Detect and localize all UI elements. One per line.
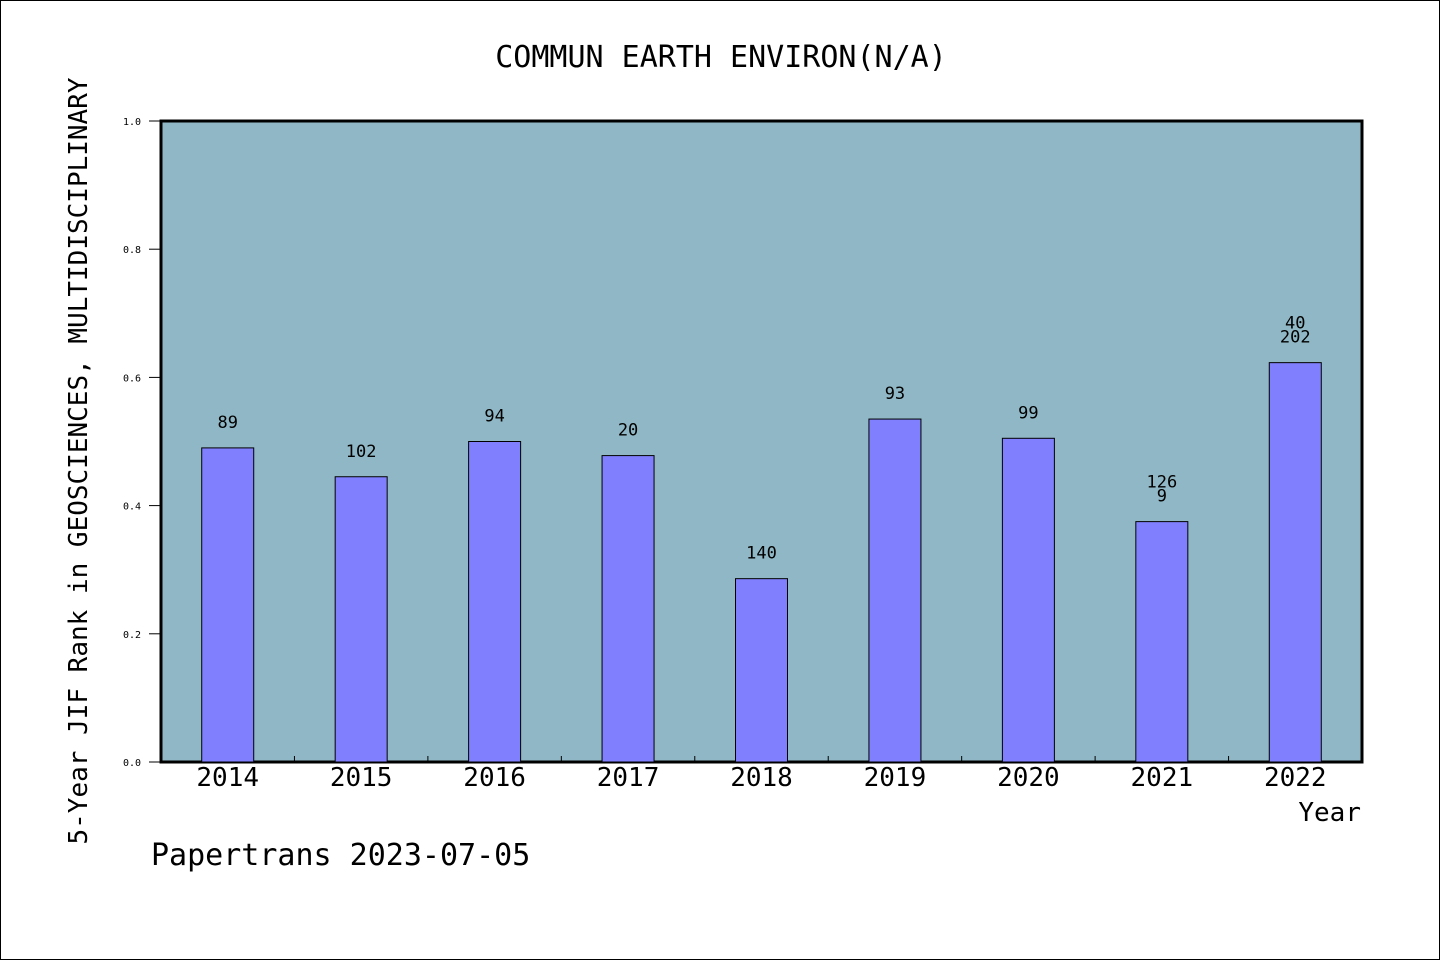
x-tick-label: 2021 bbox=[1131, 763, 1194, 793]
bar-value-label: 9 bbox=[1157, 487, 1167, 507]
y-tick-label: 0.8 bbox=[123, 245, 141, 256]
x-tick-label: 2019 bbox=[864, 763, 927, 793]
x-tick-label: 2014 bbox=[196, 763, 259, 793]
bar-value-label: 99 bbox=[1018, 403, 1038, 423]
bar bbox=[334, 476, 388, 763]
x-tick-label: 2016 bbox=[463, 763, 526, 793]
y-axis: 0.0 0.2 0.4 0.6 0.8 1.0 bbox=[123, 117, 161, 769]
bar-value-label: 94 bbox=[484, 407, 504, 427]
x-axis-label: Year bbox=[1298, 798, 1361, 828]
y-axis-label: 5-Year JIF Rank in GEOSCIENCES, MULTIDIS… bbox=[64, 77, 94, 844]
bar bbox=[868, 418, 922, 763]
y-tick-label: 0.4 bbox=[123, 502, 141, 513]
bars bbox=[201, 362, 1322, 763]
x-tick-label: 2017 bbox=[597, 763, 660, 793]
bar bbox=[735, 578, 788, 763]
x-tick-label: 2015 bbox=[330, 763, 393, 793]
bar bbox=[1268, 362, 1322, 763]
footer-text: Papertrans 2023-07-05 bbox=[151, 838, 530, 873]
bar-value-label: 89 bbox=[217, 413, 237, 433]
x-tick-label: 2020 bbox=[997, 763, 1060, 793]
y-tick-label: 0.6 bbox=[123, 373, 141, 384]
x-axis: 2014 2015 2016 2017 2018 2019 2020 2021 2022 bbox=[196, 756, 1327, 793]
bar-value-label: 140 bbox=[746, 544, 777, 564]
x-tick-label: 2022 bbox=[1264, 763, 1327, 793]
bar bbox=[201, 447, 255, 763]
y-tick-label: 0.0 bbox=[123, 758, 141, 769]
y-tick-label: 0.2 bbox=[123, 630, 141, 641]
bar-value-label: 20 bbox=[618, 421, 638, 441]
bar-value-label: 102 bbox=[346, 442, 377, 462]
bar bbox=[1135, 521, 1189, 763]
bar-value-label: 202 bbox=[1280, 328, 1311, 348]
y-tick-label: 1.0 bbox=[123, 117, 141, 128]
bar-value-label: 40 bbox=[1285, 314, 1305, 334]
bar bbox=[1001, 437, 1055, 763]
bar bbox=[468, 441, 522, 763]
chart-title: COMMUN EARTH ENVIRON(N/A) bbox=[495, 40, 947, 75]
x-tick-label: 2018 bbox=[730, 763, 793, 793]
bar-value-label: 126 bbox=[1146, 473, 1177, 493]
bar-value-label: 93 bbox=[885, 384, 905, 404]
bar bbox=[601, 455, 655, 763]
